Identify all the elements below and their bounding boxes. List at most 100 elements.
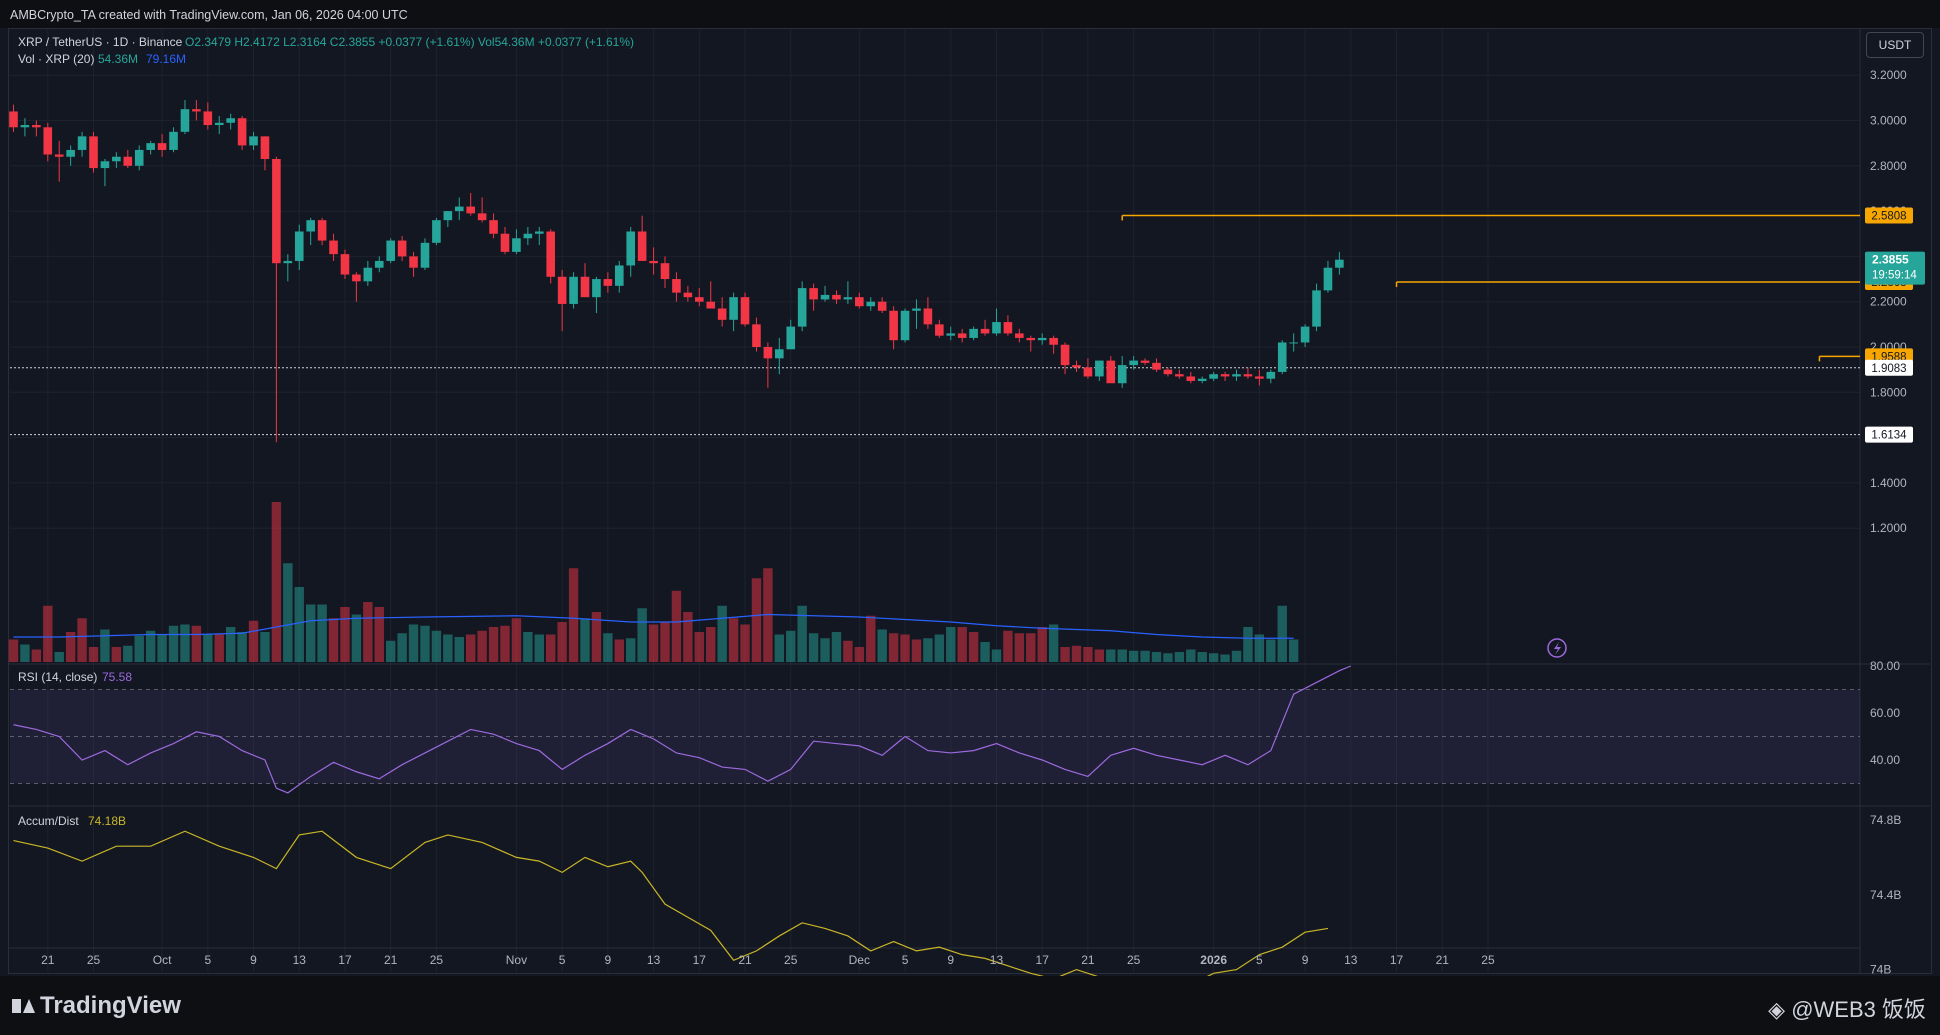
watermark: ◈ @WEB3 饭饭	[1768, 997, 1926, 1022]
candle-body	[20, 125, 30, 128]
price-axis-label: 1.4000	[1870, 476, 1907, 490]
volume-bar	[523, 632, 533, 662]
volume-bar	[1140, 650, 1150, 662]
legend-ad-label[interactable]: Accum/Dist	[18, 814, 79, 828]
volume-bar	[557, 622, 567, 662]
candle-body	[592, 279, 601, 298]
volume-bar	[271, 502, 282, 662]
candle-body	[843, 297, 853, 300]
candle-body	[272, 159, 281, 264]
candle-body	[409, 256, 418, 268]
candle-body	[626, 231, 636, 266]
time-axis[interactable]: 21 25 Oct 5 9 13 17 21 25 Nov 5 9 13 17 21 25 Dec 5 9 13 17 2…	[41, 953, 1495, 967]
time-axis-label: 5	[902, 953, 909, 967]
candle-body	[512, 238, 521, 252]
time-axis-label: 21	[41, 953, 55, 967]
rsi-axis-label: 80.00	[1870, 659, 1900, 673]
chart-frame[interactable]	[8, 28, 1932, 974]
candles	[9, 100, 1344, 443]
candle-body	[112, 156, 121, 162]
level-lines	[10, 214, 1860, 436]
price-tags: 2.58082.28681.95881.90831.61342.385519:5…	[1865, 207, 1925, 443]
volume-bar	[43, 605, 53, 662]
candle-body	[614, 265, 624, 286]
candle-body	[1220, 374, 1230, 377]
volume-bar	[660, 622, 670, 662]
tradingview-mark-icon	[12, 999, 35, 1013]
price-tag	[1865, 207, 1913, 224]
volume-bar	[1151, 652, 1162, 662]
current-price-label: 2.3855	[1872, 253, 1909, 267]
time-axis-label: 2026	[1200, 953, 1227, 967]
volume-bar	[317, 604, 327, 662]
candle-body	[397, 240, 407, 257]
candle-body	[763, 347, 773, 359]
candle-body	[386, 240, 395, 261]
volume-bar	[1288, 639, 1299, 662]
volume-bar	[1243, 627, 1253, 662]
volume-bar	[500, 625, 510, 662]
volume-bar	[797, 605, 807, 662]
legend-vol-ma-value: 79.16M	[146, 52, 186, 66]
volume-bar	[1014, 633, 1025, 662]
candle-body	[729, 297, 738, 320]
volume-bar	[706, 627, 716, 662]
volume-bar	[580, 618, 590, 662]
candle-body	[820, 294, 830, 300]
volume-bar	[968, 632, 979, 662]
volume-bar	[134, 635, 144, 662]
time-axis-label: 17	[338, 953, 352, 967]
rsi-axis-label: 60.00	[1870, 706, 1900, 720]
time-axis-label: 21	[1436, 953, 1450, 967]
volume-bar	[1266, 639, 1276, 662]
price-axis-label: 3.2000	[1870, 68, 1907, 82]
legend-rsi-label[interactable]: RSI (14, close)	[18, 670, 97, 684]
ad-axis-label: 74.8B	[1870, 813, 1901, 827]
volume-bar	[1071, 645, 1082, 662]
volume-bar	[305, 604, 316, 662]
candle-body	[1026, 337, 1036, 341]
currency-button[interactable]: USDT	[1866, 32, 1924, 58]
volume-bar	[168, 625, 179, 662]
price-tag-label: 2.5808	[1871, 210, 1906, 222]
candle-body	[169, 131, 178, 150]
candle-body	[740, 297, 750, 325]
price-tag	[1865, 359, 1913, 376]
candle-body	[877, 301, 887, 311]
price-axis-label: 3.0000	[1870, 114, 1907, 128]
volume-bar	[363, 602, 373, 662]
volume-bar	[671, 590, 682, 662]
time-axis-label: 25	[1127, 953, 1141, 967]
tradingview-logo[interactable]: TradingView	[12, 992, 181, 1020]
attribution-text: AMBCrypto_TA created with TradingView.co…	[10, 8, 408, 22]
legend-vol-label[interactable]: Vol · XRP (20)	[18, 52, 94, 66]
candle-body	[1300, 326, 1310, 343]
volume-bar	[843, 640, 853, 662]
candle-body	[306, 220, 315, 232]
candle-body	[546, 231, 556, 277]
volume-bar	[237, 632, 247, 662]
time-axis-label: 5	[204, 953, 211, 967]
time-axis-label: 21	[384, 953, 398, 967]
candle-body	[226, 118, 235, 123]
volume-bar	[260, 632, 270, 662]
volume-bar	[626, 638, 636, 662]
volume-bar	[65, 632, 76, 662]
volume-bar	[911, 639, 922, 662]
candle-body	[1049, 337, 1058, 345]
price-axis-label: 1.2000	[1870, 521, 1907, 535]
candle-body	[855, 297, 864, 307]
volume-bar	[774, 634, 785, 662]
candle-body	[569, 276, 578, 304]
candle-body	[672, 279, 681, 293]
legend-symbol[interactable]: XRP / TetherUS · 1D · Binance	[18, 35, 183, 49]
volume-bar	[934, 634, 945, 662]
volume-bar	[534, 634, 544, 662]
price-axis[interactable]: 3.20003.00002.80002.60002.40002.20002.00…	[1870, 68, 1907, 976]
candle-body	[912, 308, 921, 311]
candle-body	[66, 149, 75, 157]
lightning-icon[interactable]	[1547, 638, 1567, 658]
candle-body	[77, 136, 87, 150]
volume-bar	[1277, 605, 1287, 662]
